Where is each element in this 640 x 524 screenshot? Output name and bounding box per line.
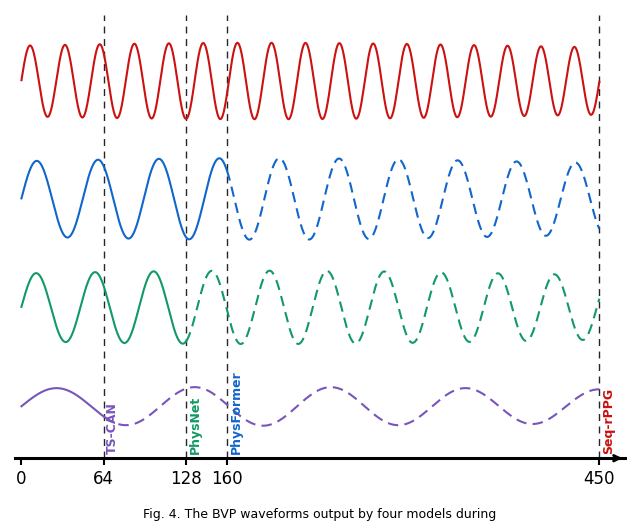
Text: Seq-rPPG: Seq-rPPG [602, 388, 615, 454]
Text: PhysNet: PhysNet [188, 396, 202, 454]
Text: Fig. 4. The BVP waveforms output by four models during: Fig. 4. The BVP waveforms output by four… [143, 508, 497, 521]
Text: PhysFormer: PhysFormer [230, 370, 243, 454]
Text: TS-CAN: TS-CAN [106, 402, 119, 454]
